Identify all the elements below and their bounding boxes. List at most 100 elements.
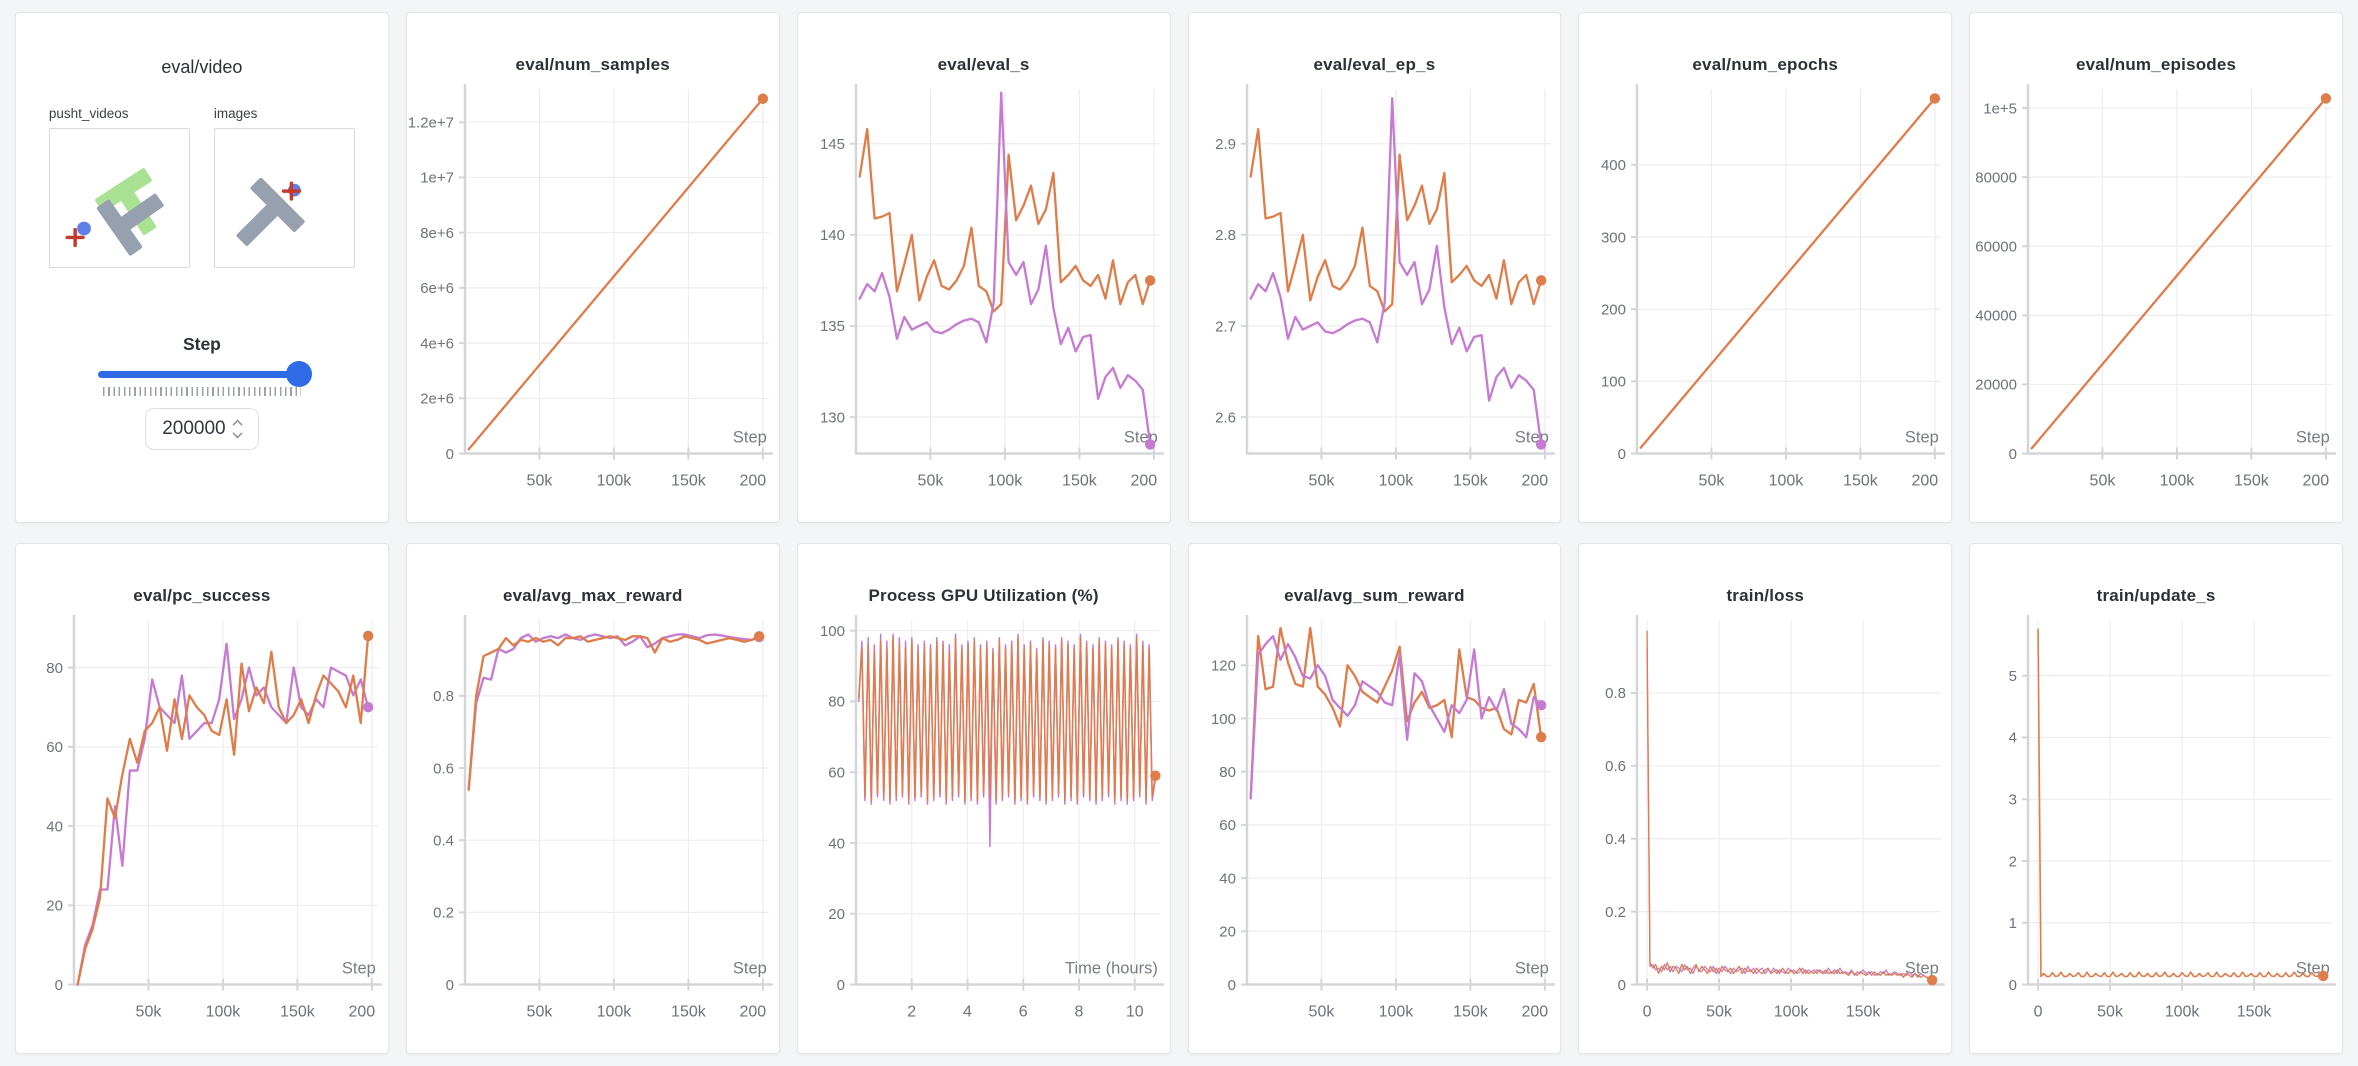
- svg-text:50k: 50k: [2090, 472, 2117, 490]
- chart-title: eval/num_epochs: [1692, 55, 1839, 74]
- svg-text:80: 80: [1219, 764, 1236, 781]
- chart-title: eval/eval_s: [937, 55, 1030, 74]
- svg-text:20: 20: [1219, 924, 1236, 941]
- media-label: pusht_videos: [48, 106, 129, 121]
- svg-text:200: 200: [2303, 472, 2330, 490]
- svg-text:130: 130: [820, 409, 845, 426]
- svg-text:Step: Step: [1514, 958, 1548, 977]
- svg-text:Step: Step: [733, 427, 767, 446]
- chart-eval-avg-max-reward[interactable]: 0 0.2 0.4 0.6 0.8 50k 100k 150k 200 Step: [407, 610, 779, 1053]
- svg-text:1e+7: 1e+7: [420, 170, 454, 187]
- svg-text:200: 200: [1521, 472, 1548, 490]
- svg-text:100k: 100k: [1378, 1003, 1414, 1021]
- svg-text:40: 40: [1219, 870, 1236, 887]
- svg-text:150k: 150k: [1453, 472, 1489, 490]
- chart-title: eval/num_samples: [515, 55, 670, 74]
- svg-text:4: 4: [2009, 730, 2017, 747]
- svg-text:150k: 150k: [1846, 1003, 1882, 1021]
- svg-text:150k: 150k: [671, 1003, 707, 1021]
- svg-text:400: 400: [1601, 157, 1626, 174]
- svg-text:0.4: 0.4: [433, 832, 454, 849]
- svg-text:0: 0: [2009, 977, 2017, 994]
- step-value: 200000: [162, 418, 226, 439]
- svg-text:0.8: 0.8: [1605, 685, 1626, 702]
- media-images: images: [213, 106, 355, 268]
- svg-text:100k: 100k: [2160, 472, 2196, 490]
- svg-text:50k: 50k: [1706, 1003, 1733, 1021]
- step-number-input[interactable]: 200000: [144, 408, 259, 450]
- svg-text:100k: 100k: [1774, 1003, 1810, 1021]
- svg-text:50k: 50k: [1308, 472, 1335, 490]
- svg-text:50k: 50k: [2097, 1003, 2124, 1021]
- svg-text:200: 200: [348, 1003, 375, 1021]
- step-slider-track[interactable]: [97, 371, 306, 378]
- panel-eval-num-epochs: eval/num_epochs 0 100 200 300 400 50k 100k 150k 2…: [1578, 12, 1953, 523]
- svg-text:Step: Step: [733, 958, 767, 977]
- chart-eval-num-epochs[interactable]: 0 100 200 300 400 50k 100k 150k 200 Step: [1579, 79, 1951, 522]
- svg-text:0.4: 0.4: [1605, 831, 1626, 848]
- chart-title: eval/num_episodes: [2075, 55, 2237, 74]
- stepper-down-icon[interactable]: [232, 428, 243, 439]
- svg-text:100: 100: [1601, 374, 1626, 391]
- svg-text:200: 200: [739, 1003, 766, 1021]
- svg-text:2e+6: 2e+6: [420, 391, 454, 408]
- svg-text:150k: 150k: [1843, 472, 1879, 490]
- svg-text:100k: 100k: [987, 472, 1023, 490]
- svg-text:60: 60: [46, 739, 63, 756]
- images-thumbnail[interactable]: [213, 128, 355, 268]
- svg-text:80: 80: [46, 660, 63, 677]
- svg-text:0: 0: [55, 977, 63, 994]
- chart-eval-num-episodes[interactable]: 0 20000 40000 60000 80000 1e+5 50k 100k 150k 200 S…: [1970, 79, 2342, 522]
- svg-text:150k: 150k: [1453, 1003, 1489, 1021]
- svg-text:2: 2: [2009, 853, 2017, 870]
- svg-text:100k: 100k: [1378, 472, 1414, 490]
- svg-text:50k: 50k: [917, 472, 944, 490]
- svg-text:0.8: 0.8: [433, 688, 454, 705]
- step-slider: [97, 361, 312, 387]
- chart-process-gpu-utilization[interactable]: 0 20 40 60 80 100 2 4 6 8 10 Time (hours): [798, 610, 1170, 1053]
- svg-text:8: 8: [1074, 1003, 1083, 1021]
- chart-title: eval/avg_sum_reward: [1284, 586, 1465, 605]
- svg-text:0: 0: [2034, 1003, 2043, 1021]
- panel-eval-pc-success: eval/pc_success 0 20 40 60 80 50k 100k 150k 200 St…: [15, 543, 389, 1054]
- panel-train-update-s: train/update_s 0 1 2 3 4 5 0 50k 100k 150k Step: [1969, 543, 2343, 1054]
- svg-text:0: 0: [1227, 977, 1235, 994]
- svg-text:140: 140: [820, 227, 845, 244]
- svg-text:0.2: 0.2: [433, 905, 454, 922]
- panel-eval-eval-ep-s: eval/eval_ep_s 2.6 2.7 2.8 2.9 50k 100k 150k 200…: [1187, 12, 1562, 523]
- pusht-env-render: [236, 177, 305, 246]
- svg-text:2.6: 2.6: [1215, 409, 1236, 426]
- svg-text:0: 0: [836, 977, 844, 994]
- pusht-video-thumbnail[interactable]: [48, 128, 190, 268]
- svg-text:100k: 100k: [1769, 472, 1805, 490]
- panel-eval-eval-s: eval/eval_s 130 135 140 145 50k 100k 150k 200 Ste…: [796, 12, 1171, 523]
- chart-title: eval/eval_ep_s: [1313, 55, 1436, 74]
- chart-title: train/update_s: [2096, 586, 2216, 605]
- chart-eval-avg-sum-reward[interactable]: 0 20 40 60 80 100 120 50k 100k 150k 200 Step: [1189, 610, 1561, 1053]
- chart-eval-num-samples[interactable]: 0 2e+6 4e+6 6e+6 8e+6 1e+7 1.2e+7 50k 100k 150k 20…: [407, 79, 779, 522]
- step-slider-knob[interactable]: [285, 361, 312, 387]
- svg-text:50k: 50k: [1699, 472, 1726, 490]
- step-stepper: [232, 419, 243, 439]
- svg-text:200: 200: [1601, 301, 1626, 318]
- svg-text:0: 0: [445, 977, 453, 994]
- svg-text:150k: 150k: [2234, 472, 2270, 490]
- svg-text:1.2e+7: 1.2e+7: [408, 114, 454, 131]
- panel-train-loss: train/loss 0 0.2 0.4 0.6 0.8 0 50k 100k 150k Step: [1578, 543, 1953, 1054]
- svg-text:300: 300: [1601, 229, 1626, 246]
- svg-text:120: 120: [1210, 658, 1235, 675]
- media-row: pusht_videos: [48, 106, 355, 268]
- svg-text:200: 200: [1521, 1003, 1548, 1021]
- svg-text:0: 0: [1618, 977, 1626, 994]
- chart-eval-pc-success[interactable]: 0 20 40 60 80 50k 100k 150k 200 Step: [16, 610, 388, 1053]
- svg-text:0.6: 0.6: [433, 760, 454, 777]
- chart-train-loss[interactable]: 0 0.2 0.4 0.6 0.8 0 50k 100k 150k Step: [1579, 610, 1951, 1053]
- svg-text:0: 0: [1643, 1003, 1652, 1021]
- svg-text:2.8: 2.8: [1215, 227, 1236, 244]
- svg-text:20: 20: [828, 906, 845, 923]
- svg-text:150k: 150k: [671, 472, 707, 490]
- svg-text:40: 40: [46, 818, 63, 835]
